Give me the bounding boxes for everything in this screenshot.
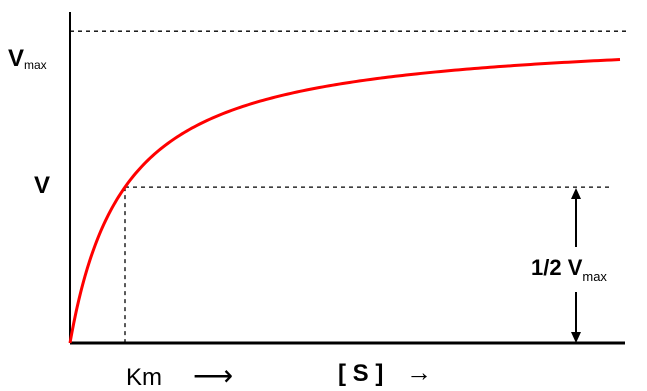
saturation-curve [68,58,621,344]
half-vmax-arrow [571,188,581,343]
substrate-arrow: → [406,357,432,387]
half-vmax-label: 1/2 Vmax [531,255,607,284]
substrate-label: [ S ] [338,360,383,387]
v-label: V [34,172,50,199]
vmax-label: Vmax [8,45,47,72]
km-arrow: ⟶ [193,360,233,391]
km-label: Km [126,364,162,391]
